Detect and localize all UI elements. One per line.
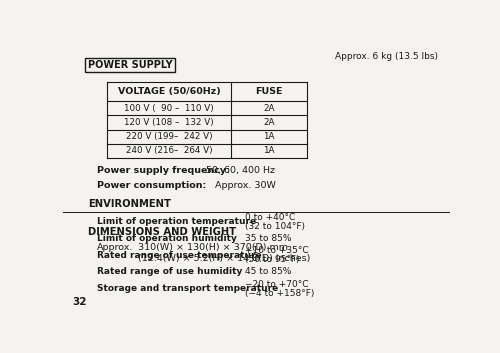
Text: DIMENSIONS AND WEIGHT: DIMENSIONS AND WEIGHT	[88, 227, 236, 237]
Text: (50 to 95°F): (50 to 95°F)	[244, 255, 299, 264]
Text: 45 to 85%: 45 to 85%	[244, 268, 291, 276]
Text: 1A: 1A	[263, 132, 274, 141]
Text: 2A: 2A	[263, 104, 274, 113]
Text: −20 to +70°C: −20 to +70°C	[244, 280, 308, 289]
Text: (−4 to +158°F): (−4 to +158°F)	[244, 289, 314, 298]
Text: 220 V (199–  242 V): 220 V (199– 242 V)	[126, 132, 212, 141]
Text: Limit of operation humidity: Limit of operation humidity	[98, 234, 237, 243]
Text: 2A: 2A	[263, 118, 274, 127]
Text: Approx.: Approx.	[98, 244, 134, 252]
Text: (12.4(W) × 5.2(H) × 14.8(D) inches): (12.4(W) × 5.2(H) × 14.8(D) inches)	[138, 254, 310, 263]
Text: Power supply frequency:: Power supply frequency:	[98, 166, 230, 175]
Text: Power consumption:: Power consumption:	[98, 181, 206, 190]
Text: 240 V (216–  264 V): 240 V (216– 264 V)	[126, 146, 212, 155]
Text: +10 to +35°C: +10 to +35°C	[244, 246, 308, 255]
Text: (32 to 104°F): (32 to 104°F)	[244, 222, 304, 231]
Text: 32: 32	[72, 297, 86, 307]
Text: 35 to 85%: 35 to 85%	[244, 234, 291, 243]
Text: Storage and transport temperature: Storage and transport temperature	[98, 284, 278, 293]
Text: Limit of operation temperature: Limit of operation temperature	[98, 217, 256, 226]
Text: Approx. 30W: Approx. 30W	[200, 181, 276, 190]
Text: 1A: 1A	[263, 146, 274, 155]
Text: FUSE: FUSE	[255, 87, 282, 96]
Text: POWER SUPPLY: POWER SUPPLY	[88, 60, 172, 70]
Text: 50, 60, 400 Hz: 50, 60, 400 Hz	[200, 166, 275, 175]
Text: VOLTAGE (50/60Hz): VOLTAGE (50/60Hz)	[118, 87, 220, 96]
Text: 120 V (108 –  132 V): 120 V (108 – 132 V)	[124, 118, 214, 127]
Text: 0 to +40°C: 0 to +40°C	[244, 213, 295, 222]
Text: ENVIRONMENT: ENVIRONMENT	[88, 199, 170, 209]
Text: 100 V (  90 –  110 V): 100 V ( 90 – 110 V)	[124, 104, 214, 113]
Text: 310(W) × 130(H) × 370(D) mm: 310(W) × 130(H) × 370(D) mm	[138, 244, 288, 252]
Text: Rated range of use humidity: Rated range of use humidity	[98, 268, 243, 276]
Text: Rated range of use temperature: Rated range of use temperature	[98, 251, 262, 260]
Text: Approx. 6 kg (13.5 lbs): Approx. 6 kg (13.5 lbs)	[336, 52, 438, 61]
